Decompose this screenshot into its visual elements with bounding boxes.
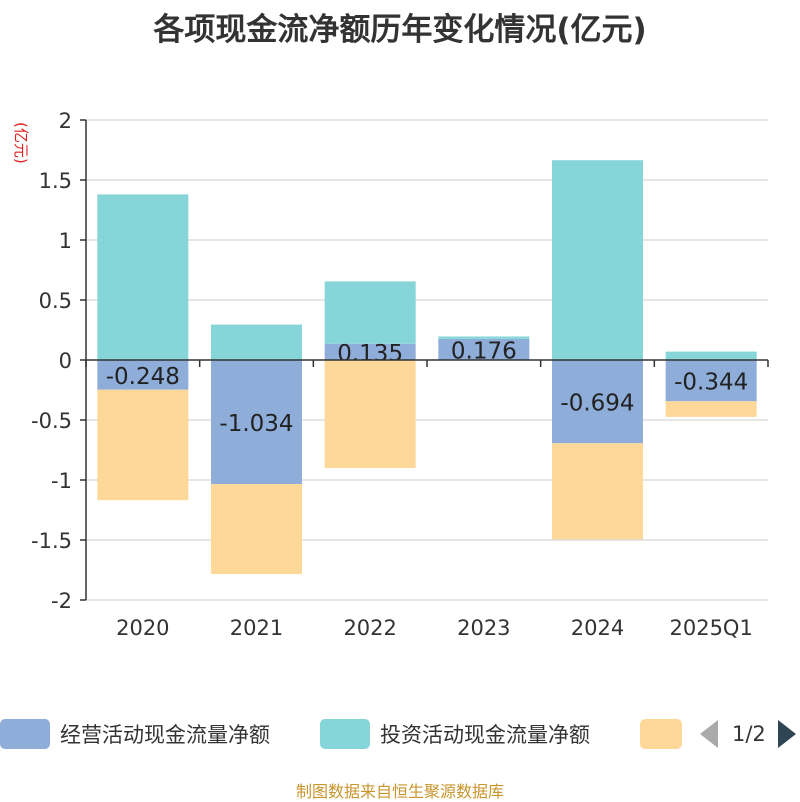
bar-segment [211,484,302,575]
y-tick-label: 1 [59,229,72,253]
x-tick-label: 2020 [116,616,169,640]
legend-item-operating[interactable]: 经营活动现金流量净额 [0,716,270,752]
y-tick-label: 2 [59,109,72,133]
legend-swatch-financing [640,719,682,749]
legend-page-indicator: 1/2 [732,722,766,746]
bar-segment [97,389,189,501]
y-tick-label: -2 [51,589,72,613]
legend-label-investing: 投资活动现金流量净额 [380,723,590,747]
y-tick-label: 1.5 [39,169,72,193]
bar-segment [552,160,643,360]
bar-segment [552,443,643,540]
x-tick-label: 2025Q1 [669,616,752,640]
legend-swatch-operating [0,719,50,749]
bar-chart: 21.510.50-0.5-1-1.5-2(亿元)-0.248-1.0340.1… [12,109,769,640]
bar-segment [665,360,757,402]
x-tick-label: 2022 [343,616,396,640]
bar-segment [211,324,302,360]
bar-segment [665,351,757,360]
legend: 经营活动现金流量净额 投资活动现金流量净额 [0,716,800,752]
legend-item-financing[interactable] [640,716,682,752]
bar-segment [97,360,189,390]
y-tick-label: 0.5 [39,289,72,313]
legend-label-operating: 经营活动现金流量净额 [60,723,270,747]
y-tick-label: -1 [51,469,72,493]
data-label: -0.248 [106,364,180,390]
chart-title: 各项现金流净额历年变化情况(亿元) [153,12,647,48]
bar-segment [97,194,189,360]
bar-segment [438,336,530,339]
x-tick-label: 2021 [230,616,283,640]
bar-segment [324,281,416,344]
x-tick-label: 2023 [457,616,510,640]
bar-segment [211,360,302,485]
y-tick-label: 0 [59,349,72,373]
y-tick-label: -0.5 [31,409,72,433]
data-source-note: 制图数据来自恒生聚源数据库 [295,782,504,801]
legend-item-investing[interactable]: 投资活动现金流量净额 [320,716,590,752]
legend-swatch-investing [320,719,370,749]
x-tick-label: 2024 [571,616,624,640]
bar-segment [438,338,530,360]
bar-segment [324,343,416,360]
data-label: -0.344 [674,370,748,396]
data-label: -0.694 [560,391,634,417]
bar-segment [552,360,643,444]
bar-segment [324,360,416,468]
y-tick-label: -1.5 [31,529,72,553]
legend-pager: 1/2 [700,716,796,752]
legend-prev-page-icon[interactable] [700,720,718,748]
legend-next-page-icon[interactable] [777,720,796,748]
bar-segment [665,401,757,417]
y-axis-label: (亿元) [12,122,30,164]
data-label: -1.034 [219,411,293,437]
